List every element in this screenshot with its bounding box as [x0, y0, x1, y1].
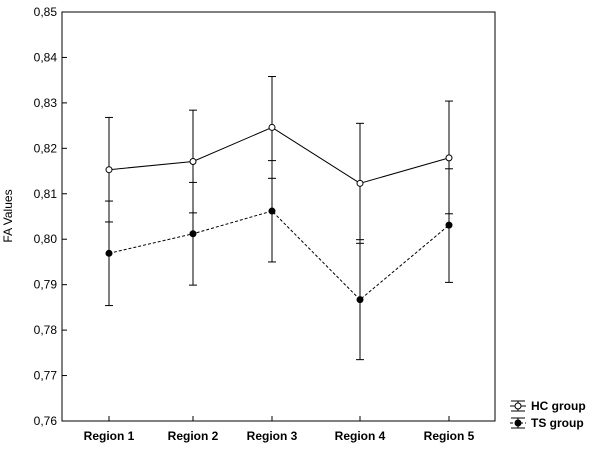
series-line [108, 126, 450, 184]
legend-marker [514, 402, 522, 410]
x-tick-label: Region 1 [84, 429, 135, 443]
x-tick-label: Region 4 [335, 429, 386, 443]
data-point [445, 221, 453, 229]
legend-marker [514, 419, 522, 427]
data-point [105, 166, 113, 174]
y-tick-label: 0,76 [34, 414, 58, 428]
y-tick-label: 0,83 [34, 96, 58, 110]
data-point [356, 179, 364, 187]
y-tick-label: 0,84 [34, 50, 58, 64]
data-point [268, 123, 276, 131]
y-tick-label: 0,78 [34, 323, 58, 337]
y-axis-ticks: 0,76 0,77 0,78 0,79 0,80 0,81 0,82 0,83 0,84 0,85 [34, 5, 67, 428]
y-tick-label: 0,85 [34, 5, 58, 19]
legend-label: HC group [531, 399, 586, 413]
y-tick-label: 0,79 [34, 278, 58, 292]
data-point [189, 230, 197, 238]
series-line [108, 210, 450, 301]
y-axis-label: FA Values [1, 189, 15, 242]
data-point [268, 207, 276, 215]
x-tick-label: Region 3 [247, 429, 298, 443]
x-tick-label: Region 2 [168, 429, 219, 443]
x-tick-label: Region 5 [424, 429, 475, 443]
y-tick-label: 0,80 [34, 232, 58, 246]
x-axis-ticks: Region 1 Region 2 Region 3 Region 4 Region 5 [84, 416, 475, 443]
data-point [189, 158, 197, 166]
legend-label: TS group [531, 416, 584, 430]
legend-item: TS group [510, 416, 584, 430]
y-tick-label: 0,81 [34, 187, 58, 201]
y-tick-label: 0,77 [34, 369, 58, 383]
data-point [356, 296, 364, 304]
data-point [445, 154, 453, 162]
data-point [105, 249, 113, 257]
series-hc-group [105, 76, 453, 244]
legend: HC group TS group [510, 399, 586, 430]
legend-item: HC group [510, 399, 586, 413]
y-tick-label: 0,82 [34, 141, 58, 155]
plot-area-frame [61, 11, 496, 422]
series-layer [105, 76, 453, 361]
series-ts-group [105, 160, 453, 361]
